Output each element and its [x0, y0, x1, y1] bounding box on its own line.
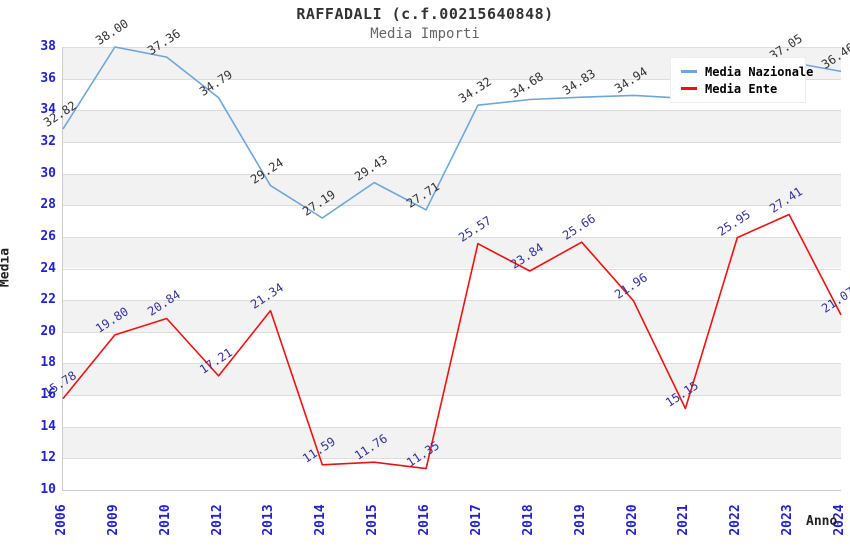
- gridline: [63, 426, 841, 428]
- gridline: [63, 205, 841, 207]
- y-tick-label: 32: [40, 133, 56, 149]
- x-tick-label: 2006: [54, 504, 69, 536]
- y-tick-label: 14: [40, 418, 56, 434]
- legend-label: Media Nazionale: [705, 64, 814, 79]
- y-tick-label: 38: [40, 39, 56, 54]
- gridline: [63, 300, 841, 302]
- gridline: [63, 47, 841, 48]
- y-tick-label: 34: [40, 102, 56, 118]
- y-tick-label: 30: [40, 165, 56, 181]
- x-tick-label: 2013: [261, 504, 277, 536]
- legend-label: Media Ente: [705, 81, 778, 96]
- y-tick-label: 28: [40, 197, 56, 213]
- legend: Media Nazionale Media Ente: [670, 57, 813, 103]
- x-tick-label: 2012: [209, 504, 225, 536]
- x-tick-label: 2018: [520, 504, 536, 536]
- plot-area: 32.82 38.00 37.36 34.79 29.24 27.19 29.43 27.71…: [41, 16, 850, 491]
- gridline: [63, 363, 841, 365]
- gridline: [63, 268, 841, 270]
- x-tick-label: 2023: [780, 504, 796, 536]
- x-tick-label: 2010: [157, 504, 173, 536]
- x-tick-label: 2016: [417, 504, 433, 536]
- x-tick-label: 2020: [624, 504, 640, 536]
- blue-line-swatch-icon: [681, 70, 697, 73]
- legend-item-media-nazionale: Media Nazionale: [681, 63, 813, 80]
- y-tick-label: 18: [40, 355, 56, 371]
- gridline: [63, 173, 841, 175]
- x-tick-label: 2021: [676, 504, 692, 536]
- x-tick-label: 2017: [468, 504, 484, 536]
- x-axis-title: Anno: [806, 514, 838, 529]
- grid-band: [63, 426, 841, 459]
- grid-band: [63, 300, 841, 332]
- gridline: [63, 395, 841, 397]
- grid-band: [63, 236, 841, 269]
- y-axis-title: Media: [0, 247, 13, 288]
- y-tick-label: 22: [40, 292, 56, 308]
- grid-band: [63, 173, 841, 206]
- gridline: [63, 236, 841, 238]
- gridline: [63, 110, 841, 112]
- x-tick-label: 2015: [365, 504, 381, 536]
- gridline: [63, 141, 841, 143]
- x-tick-label: 2009: [105, 504, 121, 536]
- y-tick-label: 36: [40, 70, 56, 86]
- legend-item-media-ente: Media Ente: [681, 80, 797, 97]
- y-tick-label: 26: [40, 228, 56, 244]
- series-lines: [62, 46, 842, 470]
- x-tick-label: 2022: [728, 504, 744, 536]
- red-line-swatch-icon: [681, 87, 697, 90]
- gridline: [63, 331, 841, 333]
- gridline: [63, 458, 841, 460]
- x-tick-label: 2014: [313, 504, 329, 536]
- y-tick-label: 24: [40, 260, 56, 276]
- grid-band: [63, 363, 841, 396]
- grid-band: [63, 110, 841, 142]
- chart-subtitle: Media Importi: [370, 26, 480, 42]
- gridline: [63, 78, 841, 80]
- y-tick-label: 12: [40, 450, 56, 466]
- series-line-media-ente: [62, 213, 842, 470]
- y-tick-label: 20: [40, 323, 56, 339]
- y-tick-label: 10: [40, 482, 56, 497]
- chart-title: RAFFADALI (c.f.00215640848): [296, 5, 554, 23]
- x-tick-label: 2019: [572, 504, 588, 536]
- y-tick-label: 16: [40, 387, 56, 403]
